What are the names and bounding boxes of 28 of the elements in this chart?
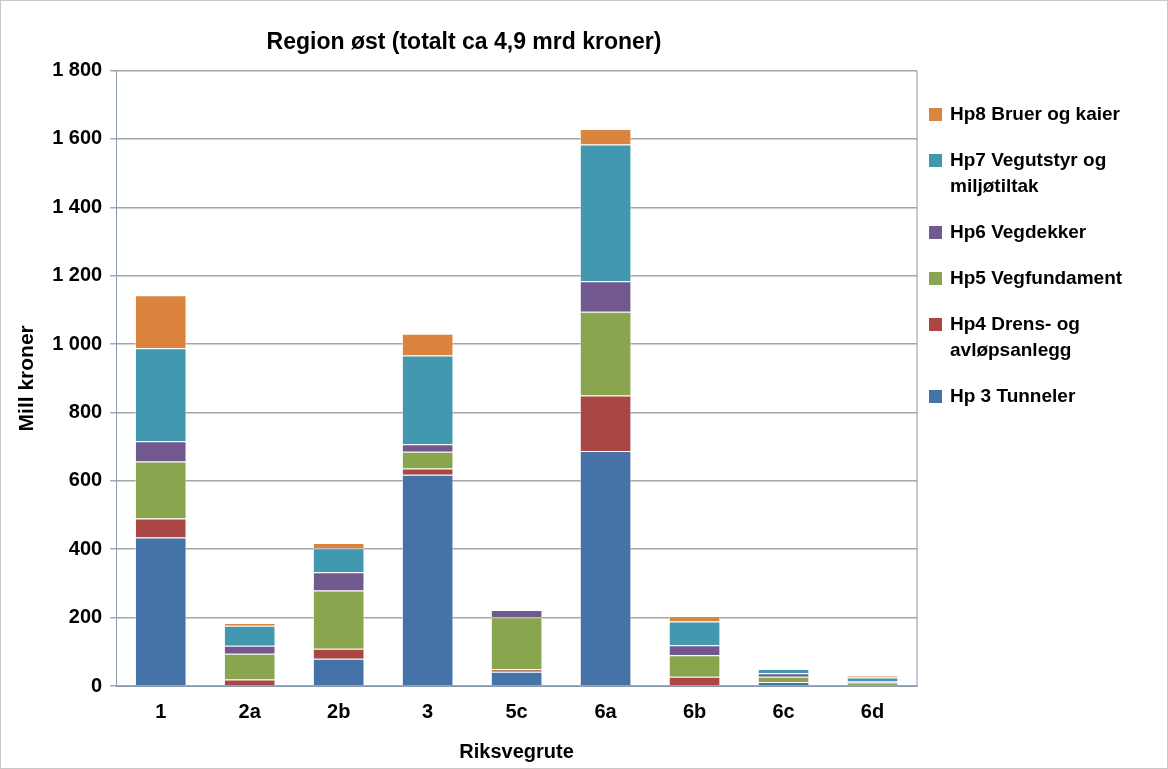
legend-label: Hp6 Vegdekker — [950, 220, 1087, 244]
chart-title: Region øst (totalt ca 4,9 mrd kroner) — [266, 28, 662, 55]
legend-label: Hp8 Bruer og kaier — [950, 102, 1120, 126]
y-axis-title: Mill kroner — [14, 325, 38, 432]
x-tick-label: 1 — [155, 699, 167, 722]
y-tick-label: 1 000 — [52, 331, 103, 354]
x-tick-label: 3 — [422, 699, 434, 722]
x-tick-label: 2a — [238, 699, 262, 722]
legend-label: Hp4 Drens- og avløpsanlegg — [950, 312, 1081, 362]
legend-label: Hp7 Vegutstyr og miljøtiltak — [950, 148, 1108, 198]
y-tick-label: 200 — [68, 605, 103, 628]
x-axis-title: Riksvegrute — [459, 739, 574, 762]
x-tick-label: 6b — [682, 699, 707, 722]
y-tick-label: 800 — [68, 400, 103, 422]
y-tick-label: 1 600 — [52, 126, 103, 149]
y-tick-label: 1 200 — [52, 263, 103, 286]
y-tick-label: 0 — [91, 673, 103, 696]
x-tick-label: 6d — [860, 699, 885, 722]
legend-label: Hp5 Vegfundament — [950, 266, 1123, 290]
y-tick-label: 600 — [68, 468, 103, 491]
x-tick-label: 6c — [772, 699, 795, 722]
y-tick-label: 1 400 — [52, 194, 103, 217]
x-tick-label: 5c — [505, 699, 528, 722]
y-tick-label: 400 — [68, 536, 103, 559]
x-tick-label: 6a — [594, 699, 618, 722]
y-tick-label: 1 800 — [52, 58, 103, 81]
legend-label: Hp 3 Tunneler — [950, 384, 1076, 408]
x-tick-label: 2b — [327, 699, 351, 722]
